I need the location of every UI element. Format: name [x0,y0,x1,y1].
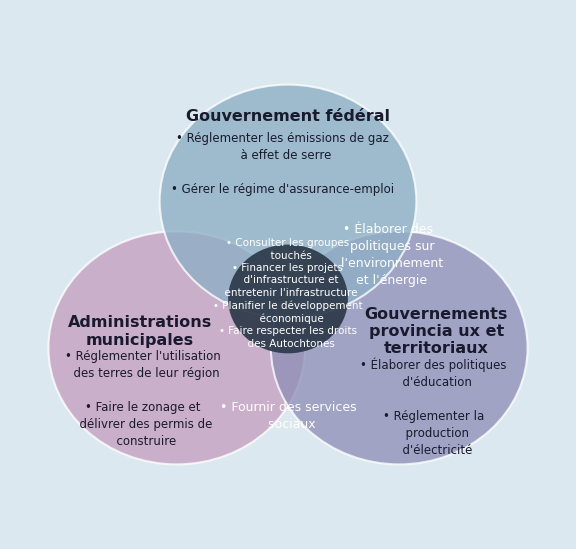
Text: • Fournir des services
  sociaux: • Fournir des services sociaux [219,401,357,431]
Text: • Élaborer des
  politiques sur
  l'environnement
  et l'énergie: • Élaborer des politiques sur l'environn… [333,223,443,288]
Ellipse shape [228,244,348,354]
Text: • Réglementer les émissions de gaz
  à effet de serre

• Gérer le régime d'assur: • Réglementer les émissions de gaz à eff… [170,132,394,196]
Text: Gouvernement fédéral: Gouvernement fédéral [186,109,390,125]
Ellipse shape [271,231,528,464]
Ellipse shape [160,85,416,318]
Text: • Réglementer l'utilisation
  des terres de leur région

• Faire le zonage et
  : • Réglementer l'utilisation des terres d… [65,350,221,449]
Text: Gouvernements
provincia ux et
territoriaux: Gouvernements provincia ux et territoria… [365,307,508,356]
Text: • Consulter les groupes
  touchés
• Financer les projets
  d'infrastructure et
 : • Consulter les groupes touchés • Financ… [213,238,363,349]
Text: • Élaborer des politiques
  d'éducation

• Réglementer la
  production
  d'élect: • Élaborer des politiques d'éducation • … [360,358,507,457]
Ellipse shape [48,231,305,464]
Text: Administrations
municipales: Administrations municipales [67,315,212,348]
